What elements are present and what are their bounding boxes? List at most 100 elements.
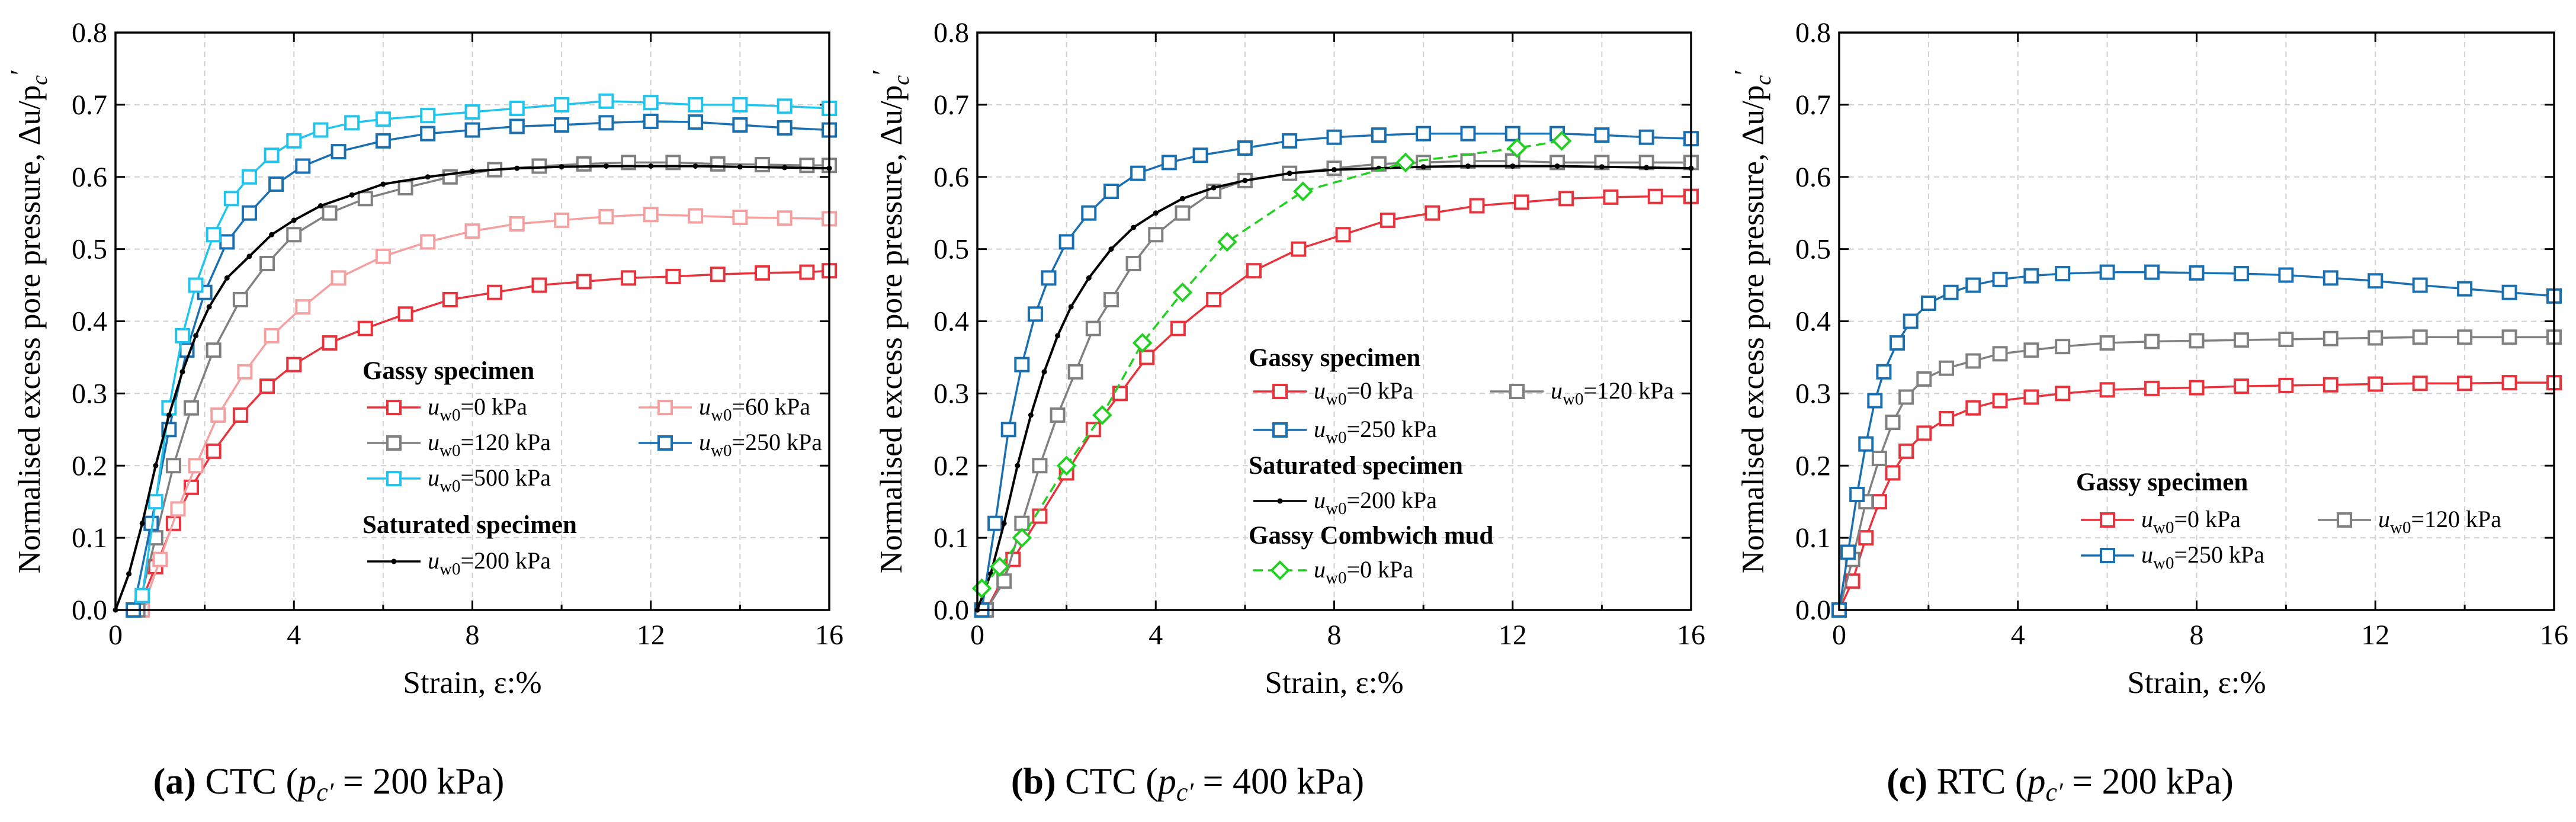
legend-entry-label: uw0=0 kPa bbox=[1314, 556, 1413, 587]
data-point bbox=[2322, 377, 2338, 393]
data-point bbox=[1108, 246, 1114, 252]
data-point bbox=[1644, 165, 1650, 171]
legend-marker bbox=[391, 558, 397, 564]
data-point bbox=[206, 227, 222, 243]
data-point bbox=[2278, 377, 2294, 393]
data-point bbox=[166, 412, 172, 418]
data-point bbox=[648, 163, 654, 169]
legend-marker bbox=[386, 400, 402, 415]
data-point bbox=[1055, 333, 1061, 339]
data-point bbox=[2189, 333, 2205, 349]
data-point bbox=[732, 117, 748, 133]
data-point bbox=[206, 443, 222, 459]
data-point bbox=[206, 304, 212, 310]
data-point bbox=[1876, 364, 1892, 380]
data-point bbox=[1558, 191, 1574, 207]
legend: Gassy specimen uw0=0 kPa uw0=120 kPa uw0=25… bbox=[2076, 468, 2501, 573]
legend-marker bbox=[1509, 384, 1525, 399]
data-point bbox=[206, 342, 222, 358]
data-point bbox=[1068, 304, 1074, 310]
data-point bbox=[2189, 380, 2205, 396]
data-point bbox=[322, 335, 338, 351]
legend-group-title: Saturated specimen bbox=[362, 511, 577, 539]
y-tick-label: 0.3 bbox=[1795, 378, 1831, 409]
data-point bbox=[710, 266, 726, 282]
data-point bbox=[1898, 443, 1914, 459]
data-point bbox=[219, 234, 235, 250]
x-axis-label: Strain, ε:% bbox=[403, 666, 541, 700]
data-point bbox=[1032, 458, 1048, 474]
data-point bbox=[643, 207, 659, 223]
y-tick-label: 0.4 bbox=[933, 306, 969, 338]
data-point bbox=[1371, 127, 1387, 143]
legend-marker bbox=[657, 400, 673, 415]
data-point bbox=[1992, 346, 2008, 362]
y-tick-label: 0.8 bbox=[72, 17, 107, 49]
data-point bbox=[331, 144, 347, 160]
data-point bbox=[1849, 487, 1865, 502]
data-point bbox=[1420, 164, 1426, 170]
data-point bbox=[375, 248, 391, 264]
data-point bbox=[464, 104, 480, 120]
data-point bbox=[1211, 185, 1217, 191]
series-u0 bbox=[130, 263, 837, 618]
legend-marker bbox=[386, 471, 402, 486]
chart-panel-3: 0.0 0.1 0.2 0.3 0.4 0.5 0.6 0.7 0.8 0 4 8 12 16 Normal… bbox=[1728, 17, 2568, 807]
data-point bbox=[1161, 155, 1177, 171]
data-point bbox=[598, 93, 614, 109]
y-tick-label: 0.7 bbox=[933, 89, 969, 121]
data-point bbox=[464, 122, 480, 138]
data-point bbox=[295, 158, 311, 174]
y-tick-label: 0.6 bbox=[933, 162, 969, 193]
data-point bbox=[509, 118, 525, 134]
data-point bbox=[126, 571, 132, 577]
x-tick-label: 4 bbox=[2011, 619, 2025, 651]
data-point bbox=[2189, 265, 2205, 281]
data-point bbox=[1086, 275, 1092, 281]
data-point bbox=[2501, 284, 2517, 300]
data-point bbox=[643, 95, 659, 111]
data-point bbox=[1291, 241, 1307, 257]
data-point bbox=[554, 117, 570, 133]
data-point bbox=[1153, 210, 1159, 216]
data-point bbox=[1056, 455, 1077, 476]
data-point bbox=[147, 494, 163, 510]
data-point bbox=[1028, 412, 1034, 418]
y-tick-label: 0.5 bbox=[1795, 234, 1831, 265]
data-point bbox=[1172, 282, 1193, 303]
data-point bbox=[1179, 195, 1185, 201]
legend-entry-label: uw0=0 kPa bbox=[1314, 377, 1413, 409]
data-point bbox=[688, 208, 704, 224]
series-u0 bbox=[1831, 375, 2562, 618]
data-point bbox=[2099, 264, 2115, 280]
data-point bbox=[665, 268, 681, 284]
series-u250 bbox=[974, 126, 1699, 618]
x-tick-label: 8 bbox=[2190, 619, 2204, 651]
legend-entry-label: uw0=250 kPa bbox=[699, 429, 822, 460]
y-tick-label: 0.0 bbox=[1795, 595, 1831, 626]
data-point bbox=[1332, 167, 1337, 173]
data-point bbox=[246, 253, 252, 259]
data-point bbox=[1132, 333, 1153, 353]
data-point bbox=[996, 573, 1012, 589]
data-point bbox=[2412, 277, 2428, 293]
data-point bbox=[576, 156, 592, 172]
data-point bbox=[2233, 378, 2249, 394]
data-point bbox=[259, 256, 275, 271]
data-point bbox=[2055, 339, 2071, 355]
data-point bbox=[188, 277, 204, 293]
data-point bbox=[1507, 138, 1528, 158]
data-point bbox=[1112, 386, 1128, 402]
data-point bbox=[1920, 296, 1936, 312]
data-point bbox=[232, 291, 248, 307]
legend-marker bbox=[1277, 498, 1283, 504]
data-point bbox=[1148, 227, 1164, 243]
data-point bbox=[1175, 205, 1191, 221]
data-point bbox=[1287, 171, 1292, 176]
data-point bbox=[509, 216, 525, 232]
data-point bbox=[380, 181, 386, 187]
legend-entry-label: uw0=60 kPa bbox=[699, 393, 810, 425]
series-u250 bbox=[1831, 264, 2562, 618]
data-point bbox=[322, 205, 338, 221]
data-point bbox=[264, 147, 280, 163]
